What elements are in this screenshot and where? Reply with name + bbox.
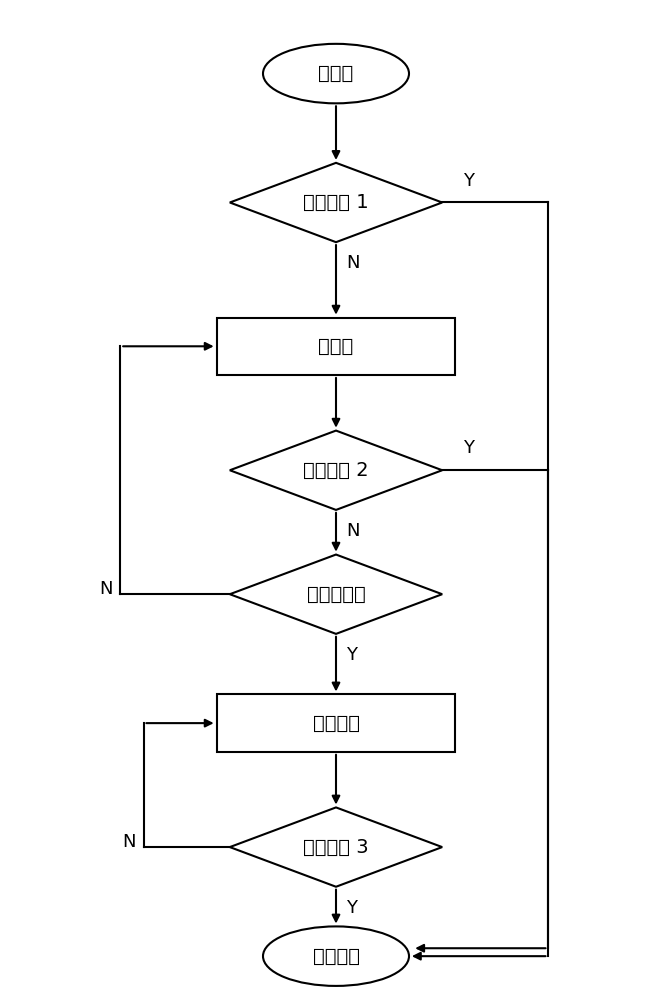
Text: N: N (346, 254, 360, 272)
Text: Y: Y (463, 439, 474, 457)
Text: N: N (99, 580, 112, 598)
Text: 报警检测 2: 报警检测 2 (303, 461, 369, 480)
Text: 初始化: 初始化 (319, 64, 353, 83)
Text: 软启动完成: 软启动完成 (306, 585, 366, 604)
Text: Y: Y (346, 646, 357, 664)
Text: 报警检测 1: 报警检测 1 (303, 193, 369, 212)
Text: N: N (122, 833, 136, 851)
Text: 报警检测 3: 报警检测 3 (303, 838, 369, 857)
Text: 报警处理: 报警处理 (312, 947, 360, 966)
Text: Y: Y (346, 899, 357, 917)
Text: Y: Y (463, 172, 474, 190)
Text: 相控整流: 相控整流 (312, 714, 360, 733)
Text: N: N (346, 522, 360, 540)
Text: 软启动: 软启动 (319, 337, 353, 356)
